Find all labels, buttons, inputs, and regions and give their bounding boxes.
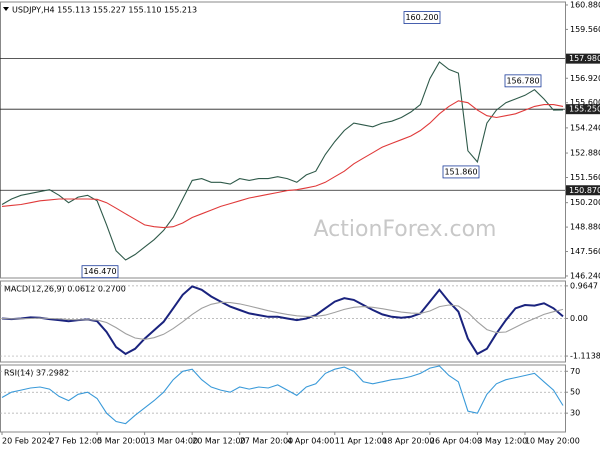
y-tick-label: 70 <box>570 367 580 376</box>
watermark: ActionForex.com <box>314 217 497 242</box>
x-tick-label: 26 Apr 04:00 <box>430 437 482 446</box>
annotation-box <box>403 11 441 24</box>
y-tick-label: 0.9647 <box>570 281 598 290</box>
level-label: 157.980 <box>569 54 600 63</box>
y-tick-label: 154.240 <box>570 123 600 132</box>
x-tick-label: 13 Mar 04:00 <box>145 437 198 446</box>
annotation-label: 156.780 <box>506 76 539 85</box>
y-tick-label: 151.560 <box>570 173 600 182</box>
panel-title: RSI(14) 37.2982 <box>4 369 69 378</box>
series-line <box>1 301 564 340</box>
y-tick-label: 150.200 <box>570 198 600 207</box>
series-line <box>1 285 564 356</box>
y-tick-label: 50 <box>570 388 580 397</box>
x-tick-label: 10 May 20:00 <box>525 437 580 446</box>
level-tag <box>566 185 600 196</box>
x-tick-label: 11 Apr 12:00 <box>335 437 387 446</box>
annotation-label: 151.860 <box>444 167 477 176</box>
panel-title: MACD(12,26,9) 0.0612 0.2700 <box>4 285 126 294</box>
annotation-box <box>442 165 480 179</box>
y-tick-label: 155.600 <box>570 98 600 107</box>
panel-title: USDJPY,H4 155.113 155.227 155.110 155.21… <box>12 6 197 15</box>
y-tick-label: 0.00 <box>570 314 588 323</box>
level-label: 155.250 <box>569 105 600 114</box>
y-tick-label: 156.920 <box>570 74 600 83</box>
y-tick-label: 146.240 <box>570 271 600 280</box>
level-tag <box>566 53 600 64</box>
x-tick-label: 27 Feb 12:00 <box>50 437 102 446</box>
x-tick-label: 5 Mar 20:00 <box>97 437 145 446</box>
y-tick-label: 152.880 <box>570 149 600 158</box>
y-tick-label: 159.560 <box>570 25 600 34</box>
y-tick-label: 30 <box>570 409 580 418</box>
x-tick-label: 20 Mar 12:00 <box>192 437 245 446</box>
annotation-box <box>81 265 119 279</box>
x-tick-label: 20 Feb 2024 <box>2 437 52 446</box>
y-tick-label: 147.560 <box>570 247 600 256</box>
annotation-label: 146.470 <box>83 267 116 276</box>
level-label: 150.870 <box>569 186 600 195</box>
x-tick-label: 27 Mar 20:00 <box>240 437 293 446</box>
x-tick-label: 18 Apr 20:00 <box>382 437 434 446</box>
series-line <box>1 365 564 425</box>
x-tick-label: 3 May 12:00 <box>477 437 527 446</box>
annotation-box <box>504 74 542 88</box>
x-tick-label: 4 Apr 04:00 <box>287 437 334 446</box>
menu-triangle <box>3 7 9 11</box>
series-line <box>1 100 564 229</box>
y-tick-label: -1.1138 <box>570 352 600 361</box>
panel-frame <box>0 364 566 433</box>
level-tag <box>566 104 600 115</box>
y-tick-label: 148.880 <box>570 223 600 232</box>
y-tick-label: 160.880 <box>570 0 600 9</box>
annotation-label: 160.200 <box>405 13 438 22</box>
series-line <box>1 61 564 261</box>
